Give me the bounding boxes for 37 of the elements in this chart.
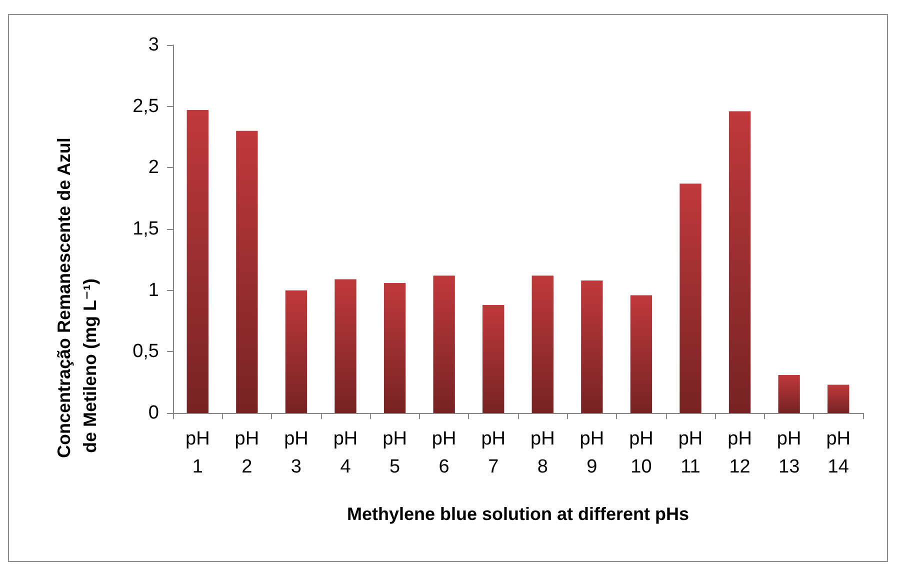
x-tick-label: pH 5 [382, 428, 407, 478]
y-axis-title: Concentração Remanescente de Azul de Metileno (mg L⁻¹) [54, 138, 100, 458]
x-tick-label: pH 1 [185, 428, 210, 478]
y-tick-label: 3 [148, 34, 159, 56]
y-tick-label: 1 [148, 280, 159, 301]
x-tick-label: pH 3 [284, 428, 308, 478]
bar [532, 276, 554, 413]
x-tick-label: pH 13 [776, 428, 802, 478]
x-tick-label: pH 7 [481, 428, 506, 478]
x-tick-label: pH 8 [530, 428, 555, 478]
bar [186, 110, 208, 413]
bar [778, 374, 800, 413]
y-tick-label: 0,5 [132, 341, 159, 362]
bar [236, 130, 258, 413]
bar [680, 184, 702, 413]
x-tick-label: pH 10 [629, 428, 654, 478]
y-tick-label: 1,5 [132, 218, 159, 240]
x-tick-label: pH 9 [580, 428, 604, 478]
bar [285, 290, 308, 413]
bar [728, 111, 751, 413]
x-tick-label: pH 11 [678, 428, 703, 478]
x-tick-label: pH 4 [333, 428, 358, 478]
bar [630, 295, 652, 413]
x-tick-label: pH 2 [234, 428, 260, 478]
bar [482, 305, 504, 413]
y-tick-label: 2 [148, 157, 159, 178]
x-tick-label: pH 14 [826, 428, 851, 478]
bar [581, 280, 603, 413]
x-tick-label: pH 6 [432, 428, 456, 478]
x-tick-label: pH 12 [728, 428, 752, 478]
bar [334, 279, 356, 413]
y-tick-label: 2,5 [132, 96, 159, 117]
y-tick-label: 0 [148, 402, 159, 424]
bar [384, 282, 406, 413]
bar [433, 276, 455, 413]
bar [828, 384, 850, 413]
x-axis-title: Methylene blue solution at different pHs [346, 504, 690, 524]
